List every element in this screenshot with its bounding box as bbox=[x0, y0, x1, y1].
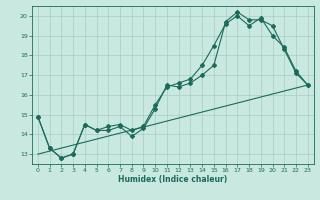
X-axis label: Humidex (Indice chaleur): Humidex (Indice chaleur) bbox=[118, 175, 228, 184]
